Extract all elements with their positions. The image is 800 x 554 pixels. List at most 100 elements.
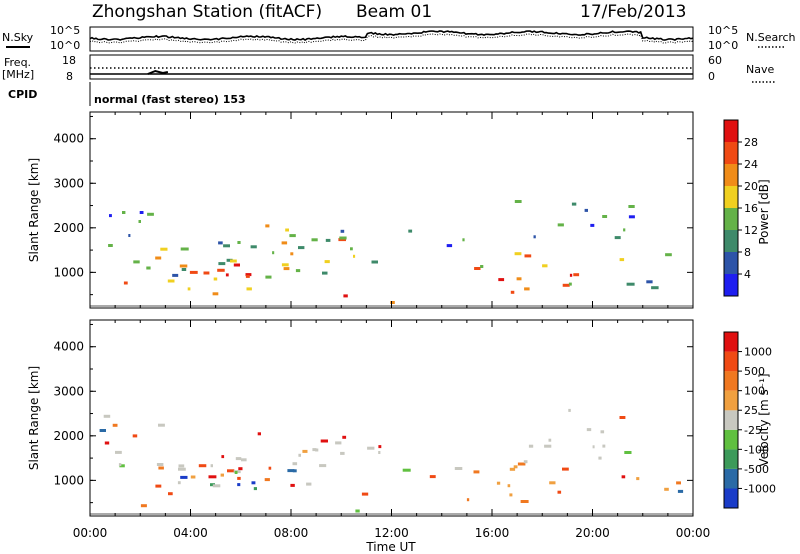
y-tick-label: 3000 [53, 176, 84, 190]
echo-cell [225, 273, 229, 277]
echo-cell [619, 258, 625, 262]
echo-cell [619, 416, 626, 419]
echo-cell [544, 444, 552, 448]
echo-cell [312, 448, 317, 452]
echo-cell [156, 463, 164, 466]
nsky-tick-top: 10^5 [50, 24, 80, 37]
echo-cell [480, 265, 484, 268]
echo-cell [623, 228, 626, 232]
echo-cell [628, 205, 635, 208]
nsky-panel-frame [89, 26, 694, 52]
echo-cell [118, 463, 122, 467]
echo-cell [290, 483, 295, 487]
velocity-heatmap [90, 408, 693, 515]
echo-cell [281, 263, 289, 267]
echo-cell [320, 439, 328, 443]
echo-cell [181, 268, 187, 271]
echo-cell [272, 251, 275, 255]
colorbar-swatch [724, 186, 738, 208]
colorbar-swatch [724, 208, 738, 230]
echo-cell [524, 287, 530, 291]
nsearch-tick-bottom: 10^0 [708, 39, 738, 52]
echo-cell [223, 244, 230, 248]
echo-cell [602, 444, 606, 448]
echo-cell [208, 475, 217, 479]
echo-cell [557, 223, 564, 227]
echo-cell [179, 264, 188, 268]
echo-cell [298, 453, 301, 457]
y-tick-label: 2000 [53, 429, 84, 443]
echo-cell [509, 493, 513, 497]
colorbar-swatch [724, 449, 738, 469]
colorbar-tick-label: 100 [744, 385, 765, 398]
colorbar-swatch [724, 274, 738, 296]
echo-cell [178, 467, 186, 471]
x-tick-label: 00:00 [73, 526, 108, 540]
echo-cell [621, 475, 626, 479]
echo-cell [123, 281, 128, 285]
echo-cell [462, 238, 465, 242]
echo-cell [167, 279, 175, 283]
x-tick-label: 20:00 [575, 526, 610, 540]
x-tick-label: 00:00 [676, 526, 711, 540]
time-axis: 00:00 04:00 08:00 12:00 16:00 20:00 00:00 [73, 526, 711, 540]
velocity-colorbar: 1000 500 100 25 -25 -100 -500 -1000 [723, 331, 776, 509]
echo-cell [220, 473, 224, 477]
echo-cell [524, 254, 532, 258]
echo-cell [292, 469, 297, 473]
echo-cell [568, 282, 572, 286]
echo-cell [664, 487, 669, 491]
echo-cell [168, 492, 173, 496]
colorbar-swatch [724, 164, 738, 186]
echo-cell [238, 467, 243, 471]
power-heatmap [90, 200, 693, 307]
echo-cell [264, 478, 270, 482]
y-tick-label: 1000 [53, 473, 84, 487]
echo-cell [283, 267, 290, 271]
echo-cell [584, 208, 588, 212]
colorbar-swatch [724, 410, 738, 430]
echo-cell [190, 475, 196, 479]
echo-cell [147, 212, 154, 216]
echo-cell [429, 475, 436, 479]
colorbar-tick-label: -1000 [744, 482, 776, 495]
echo-cell [237, 241, 241, 244]
echo-cell [133, 260, 140, 264]
echo-cell [600, 430, 605, 434]
echo-cell [602, 215, 608, 218]
nsky-tick-bottom: 10^0 [50, 39, 80, 52]
colorbar-tick-label: 12 [744, 224, 758, 237]
colorbar-tick-label: 24 [744, 158, 758, 171]
echo-cell [112, 423, 118, 427]
power-panel-frame [89, 111, 694, 309]
echo-cell [378, 445, 382, 449]
freq-tick-bottom: 8 [66, 70, 73, 83]
echo-cell [516, 277, 522, 281]
nave-tick-bottom: 0 [708, 70, 715, 83]
echo-cell [523, 460, 528, 464]
echo-cell [139, 211, 144, 214]
nsky-traces [89, 30, 694, 44]
echo-cell [155, 256, 162, 260]
echo-cell [514, 252, 522, 256]
echo-cell [292, 462, 298, 466]
echo-cell [289, 234, 296, 238]
echo-cell [311, 238, 318, 242]
colorbar-swatch [724, 371, 738, 391]
echo-cell [339, 236, 347, 240]
time-axis-label: Time UT [365, 540, 416, 554]
colorbar-swatch [724, 252, 738, 274]
colorbar-tick-label: 500 [744, 365, 765, 378]
echo-cell [513, 465, 518, 469]
echo-cell [235, 457, 242, 461]
echo-cell [371, 260, 378, 264]
echo-cell [210, 483, 215, 487]
cpid-text: normal (fast stereo) 153 [94, 93, 246, 106]
echo-cell [626, 282, 635, 286]
echo-cell [109, 214, 112, 218]
echo-cell [287, 469, 295, 473]
echo-cell [378, 451, 381, 454]
echo-cell [466, 498, 470, 502]
echo-cell [119, 464, 125, 468]
echo-cell [99, 429, 106, 432]
